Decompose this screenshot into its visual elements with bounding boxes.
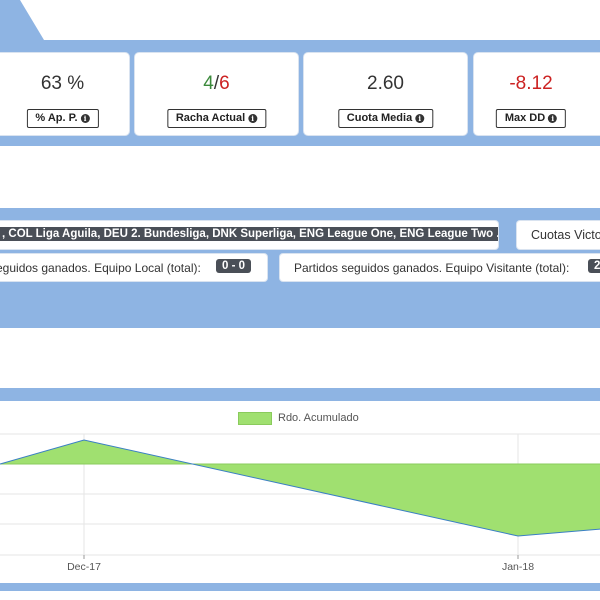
home-streak-filter[interactable]: eguidos ganados. Equipo Local (total): 0…: [0, 254, 267, 281]
leagues-badge: , COL Liga Aguila, DEU 2. Bundesliga, DN…: [0, 227, 498, 241]
odds-filter-label: Cuotas Victo: [531, 228, 600, 242]
info-icon: i: [548, 114, 558, 123]
cumulative-result-chart: Dec-17 Jan-18: [0, 433, 600, 573]
home-streak-value: 0 - 0: [216, 259, 252, 273]
stat-card-streak: 4/6 Racha Actual i: [135, 53, 298, 135]
info-icon: i: [248, 114, 258, 123]
away-streak-filter[interactable]: Partidos seguidos ganados. Equipo Visita…: [280, 254, 600, 281]
stat-label[interactable]: Racha Actual i: [166, 109, 267, 128]
cumulative-line: [0, 439, 600, 537]
leagues-filter[interactable]: , COL Liga Aguila, DEU 2. Bundesliga, DN…: [0, 221, 498, 249]
chart-band-bottom: [0, 583, 600, 591]
stat-label[interactable]: Max DD i: [495, 109, 567, 128]
stat-card-avg-odds: 2.60 Cuota Media i: [304, 53, 467, 135]
legend-label[interactable]: Rdo. Acumulado: [278, 412, 359, 424]
stat-value: -8.12: [509, 73, 553, 94]
odds-filter[interactable]: Cuotas Victo: [517, 221, 600, 249]
chart-band-top: [0, 388, 600, 401]
home-streak-label: eguidos ganados. Equipo Local (total):: [0, 261, 201, 275]
info-icon: i: [80, 114, 90, 123]
x-tick-label: Dec-17: [67, 561, 101, 573]
header-tab: [0, 0, 44, 40]
stat-label[interactable]: Cuota Media i: [337, 109, 434, 128]
away-streak-label: Partidos seguidos ganados. Equipo Visita…: [294, 261, 570, 275]
x-tick-label: Jan-18: [502, 561, 534, 573]
stat-value: 63 %: [40, 73, 85, 94]
legend-swatch[interactable]: [238, 412, 272, 425]
away-streak-value: 2: [588, 259, 600, 273]
stat-card-max-dd: -8.12 Max DD i: [474, 53, 600, 135]
stat-value: 2.60: [367, 73, 404, 94]
stat-card-win-rate: 63 % % Ap. P. i: [0, 53, 129, 135]
info-icon: i: [415, 114, 425, 123]
stat-label[interactable]: % Ap. P. i: [26, 109, 99, 128]
stat-value: 4/6: [203, 73, 230, 94]
